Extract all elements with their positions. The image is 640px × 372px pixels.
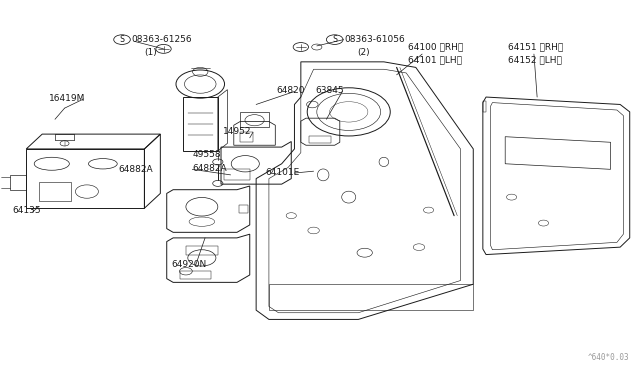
Text: 08363-61256: 08363-61256 (132, 35, 192, 44)
Text: 64135: 64135 (12, 206, 41, 215)
Text: ^640*0.03: ^640*0.03 (588, 353, 630, 362)
Text: 64100 〈RH〉: 64100 〈RH〉 (408, 42, 463, 51)
Text: (1): (1) (145, 48, 157, 57)
Text: 49558: 49558 (192, 150, 221, 159)
Text: 64820: 64820 (276, 86, 305, 95)
Text: 63845: 63845 (315, 86, 344, 95)
Text: 64920N: 64920N (172, 260, 207, 269)
Text: 08363-61056: 08363-61056 (344, 35, 405, 44)
Text: 64101E: 64101E (266, 168, 300, 177)
Text: 64882A: 64882A (192, 164, 227, 173)
Text: 64101 〈LH〉: 64101 〈LH〉 (408, 55, 462, 64)
Text: S: S (332, 35, 337, 44)
Text: 14952: 14952 (223, 126, 252, 136)
Text: 64151 〈RH〉: 64151 〈RH〉 (508, 42, 564, 51)
Text: S: S (120, 35, 125, 44)
Text: 64882A: 64882A (119, 165, 154, 174)
Text: (2): (2) (357, 48, 370, 57)
Text: 64152 〈LH〉: 64152 〈LH〉 (508, 55, 563, 64)
Text: 16419M: 16419M (49, 94, 85, 103)
